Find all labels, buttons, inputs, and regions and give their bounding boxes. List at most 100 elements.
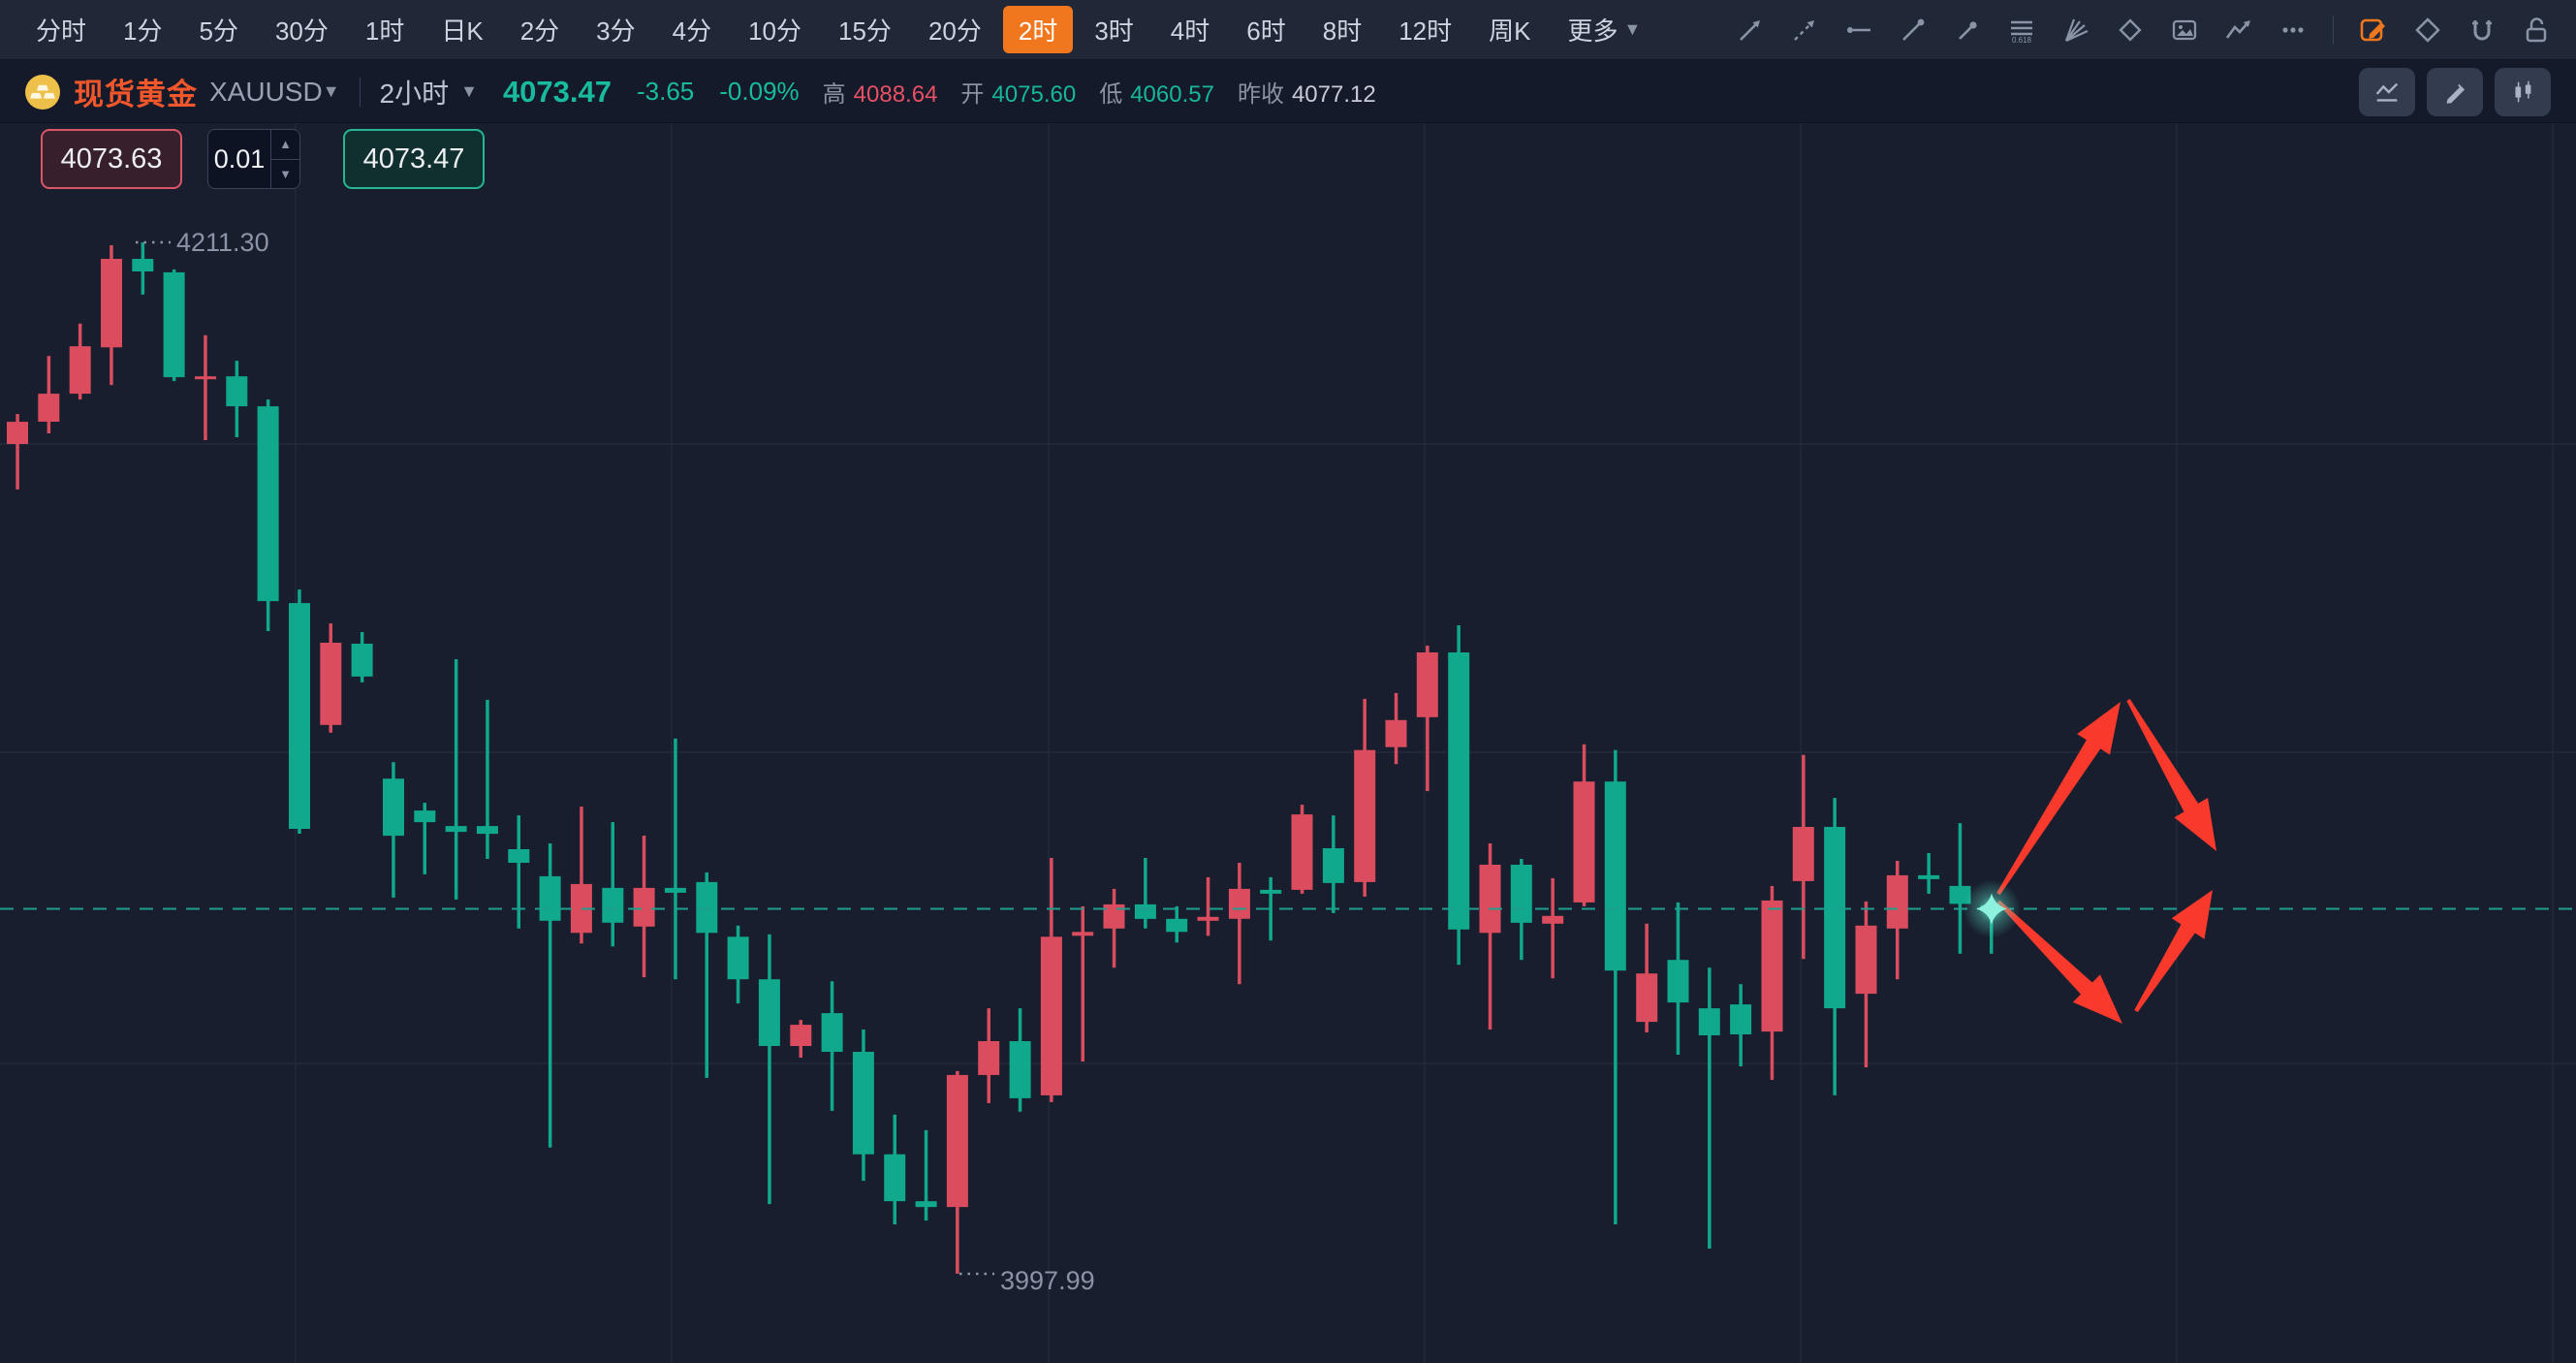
timeframe-12时[interactable]: 12时 xyxy=(1398,16,1453,46)
candle xyxy=(132,242,154,295)
drawn-arrow[interactable] xyxy=(1996,702,2120,896)
trend-line-icon[interactable] xyxy=(1728,8,1773,52)
candle xyxy=(1040,858,1062,1102)
quantity-increase-button[interactable]: ▲ xyxy=(271,130,299,160)
sell-button[interactable]: 4073.63 xyxy=(41,129,182,189)
candle xyxy=(1291,805,1313,894)
candle xyxy=(633,836,655,978)
candle xyxy=(351,632,373,682)
timeframe-toolbar: 分时 1分 5分 30分 1时 日K 2分 3分 4分 10分 15分 20分 2时 3时 4时 6时 8时 12… xyxy=(0,0,2576,60)
candle xyxy=(570,807,592,944)
candle xyxy=(320,623,342,733)
chevron-down-icon[interactable]: ▼ xyxy=(322,81,340,101)
timeframe-15分[interactable]: 15分 xyxy=(838,16,892,46)
unlock-icon[interactable] xyxy=(2514,8,2559,52)
drawn-arrow[interactable] xyxy=(2126,699,2216,851)
candle xyxy=(257,399,279,631)
candle xyxy=(1354,698,1376,897)
timeframe-30分[interactable]: 30分 xyxy=(274,16,329,46)
trade-panel: 4073.63 0.01 ▲ ▼ 4073.47 xyxy=(41,129,485,189)
candle xyxy=(884,1114,906,1224)
magnet-icon[interactable] xyxy=(2460,8,2504,52)
quantity-stepper: 0.01 ▲ ▼ xyxy=(207,129,300,189)
candle xyxy=(539,843,561,1148)
symbol-ticker[interactable]: XAUUSD xyxy=(209,76,323,107)
candle xyxy=(821,981,843,1111)
buy-button[interactable]: 4073.47 xyxy=(343,129,485,189)
candle xyxy=(195,334,216,440)
candle xyxy=(38,356,60,433)
svg-text:0.618: 0.618 xyxy=(2012,36,2032,45)
brush-icon[interactable] xyxy=(1945,8,1990,52)
horizontal-line-icon[interactable] xyxy=(1837,8,1881,52)
fan-lines-icon[interactable] xyxy=(2054,8,2098,52)
candlestick-chart[interactable]: 4211.30 3997.99 xyxy=(0,123,2576,1363)
candle xyxy=(1855,901,1877,1067)
candle xyxy=(1448,625,1470,966)
timeframe-3时[interactable]: 3时 xyxy=(1094,16,1134,46)
timeframe-周K[interactable]: 周K xyxy=(1489,16,1531,46)
candle xyxy=(1072,905,1094,1062)
timeframe-list: 分时 1分 5分 30分 1时 日K 2分 3分 4分 10分 15分 20分 2时 3时 4时 6时 8时 12… xyxy=(17,6,1659,53)
candle xyxy=(1573,744,1595,906)
candle xyxy=(1322,815,1344,913)
timeframe-4分[interactable]: 4分 xyxy=(672,16,712,46)
diamond-icon[interactable] xyxy=(2405,8,2450,52)
candle xyxy=(1228,863,1250,985)
quantity-decrease-button[interactable]: ▼ xyxy=(279,166,292,181)
ray-line-icon[interactable] xyxy=(1891,8,1935,52)
candle xyxy=(476,699,498,859)
candle xyxy=(226,361,248,437)
interval-selector[interactable]: 2小时 xyxy=(379,78,450,109)
candle xyxy=(1134,858,1156,929)
timeframe-6时[interactable]: 6时 xyxy=(1246,16,1286,46)
more-dots-icon[interactable] xyxy=(2271,8,2315,52)
divider xyxy=(359,77,361,107)
timeframe-2分[interactable]: 2分 xyxy=(519,16,560,46)
trend-arrow-icon[interactable] xyxy=(1782,8,1827,52)
chevron-down-icon: ▼ xyxy=(1623,19,1642,39)
drawn-arrow[interactable] xyxy=(2134,890,2213,1013)
fibonacci-icon[interactable]: 0.618 xyxy=(1999,8,2044,52)
timeframe-10分[interactable]: 10分 xyxy=(748,16,802,46)
zigzag-arrow-icon[interactable] xyxy=(2216,8,2261,52)
timeframe-2时[interactable]: 2时 xyxy=(1002,6,1074,53)
timeframe-8时[interactable]: 8时 xyxy=(1322,16,1363,46)
timeframe-1分[interactable]: 1分 xyxy=(123,16,163,46)
candlestick-button[interactable] xyxy=(2495,67,2551,116)
timeframe-3分[interactable]: 3分 xyxy=(596,16,636,46)
candle xyxy=(758,934,780,1205)
timeframe-20分[interactable]: 20分 xyxy=(927,16,982,46)
candle xyxy=(289,589,310,834)
timeframe-4时[interactable]: 4时 xyxy=(1170,16,1210,46)
candle xyxy=(1886,861,1908,980)
eraser-icon[interactable] xyxy=(2108,8,2152,52)
candle xyxy=(163,269,185,382)
high-annotation-label: 4211.30 xyxy=(176,228,269,257)
candle xyxy=(445,659,467,900)
timeframe-1时[interactable]: 1时 xyxy=(364,16,405,46)
candle xyxy=(602,822,624,947)
timeframe-5分[interactable]: 5分 xyxy=(199,16,238,46)
candle xyxy=(1103,888,1125,968)
chevron-down-icon[interactable]: ▼ xyxy=(460,81,478,101)
candle xyxy=(69,323,91,400)
candle xyxy=(1667,902,1689,1055)
drawing-toolbar: 0.618 xyxy=(1728,8,2559,52)
quantity-value[interactable]: 0.01 xyxy=(213,143,266,174)
image-icon[interactable] xyxy=(2162,8,2207,52)
stat-开: 开 4075.60 xyxy=(960,81,1077,108)
symbol-name[interactable]: 现货黄金 xyxy=(74,78,198,111)
timeframe-more-dropdown[interactable]: 更多 ▼ xyxy=(1567,16,1642,46)
chart-view-buttons xyxy=(2359,67,2551,116)
toolbar-divider xyxy=(2333,15,2334,45)
stat-高: 高 4088.64 xyxy=(822,81,938,108)
line-chart-button[interactable] xyxy=(2359,67,2415,116)
candle xyxy=(696,872,718,1078)
draw-mode-icon[interactable] xyxy=(2351,8,2396,52)
pencil-button[interactable] xyxy=(2427,67,2483,116)
timeframe-分时[interactable]: 分时 xyxy=(36,16,87,46)
timeframe-日K[interactable]: 日K xyxy=(441,16,484,46)
drawn-arrow[interactable] xyxy=(1996,900,2122,1024)
candle xyxy=(946,1070,968,1274)
